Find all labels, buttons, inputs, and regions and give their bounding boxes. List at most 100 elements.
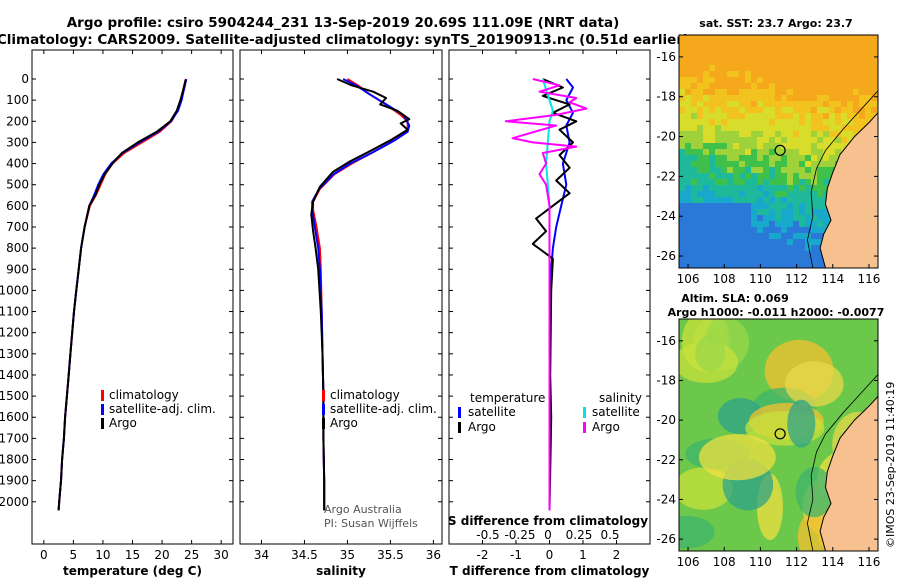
lat-tick-label: -22 — [656, 453, 676, 467]
lon-tick-label: 116 — [858, 272, 881, 286]
x-tick-label: 34.5 — [291, 548, 318, 562]
lat-tick-label: -18 — [656, 373, 676, 387]
y-tick-label: 1300 — [0, 347, 29, 361]
lat-tick-label: -20 — [656, 413, 676, 427]
legend-label: satellite — [592, 405, 640, 419]
legend-swatch — [101, 418, 104, 429]
x-tick-label: 25 — [184, 548, 199, 562]
land-mass — [819, 393, 878, 551]
y-tick-label: 400 — [6, 157, 29, 171]
legend-title: temperature — [470, 391, 545, 405]
map-frame — [678, 34, 879, 269]
top-tick-label: 0.5 — [600, 528, 619, 542]
y-tick-label: 1400 — [0, 368, 29, 382]
shelf-contour — [806, 373, 878, 551]
lon-tick-label: 106 — [677, 555, 700, 569]
x-tick-label: 5 — [70, 548, 78, 562]
legend-label: Argo — [330, 416, 358, 430]
lon-tick-label: 112 — [785, 272, 808, 286]
shelf-contour — [806, 90, 878, 268]
lat-tick-label: -26 — [656, 532, 676, 546]
x-tick-label: 1 — [579, 548, 587, 562]
x-tick-label: 35.5 — [377, 548, 404, 562]
sla-blob — [698, 434, 776, 481]
top-tick-label: -0.5 — [476, 528, 499, 542]
legend-swatch — [458, 422, 461, 433]
top-tick-label: -0.25 — [504, 528, 535, 542]
x-tick-label: 20 — [154, 548, 169, 562]
legend-label: Argo — [468, 420, 496, 434]
series-temperature-2 — [57, 79, 187, 511]
sst-field — [679, 35, 878, 268]
x-tick-label: 2 — [613, 548, 621, 562]
sst-map-title: sat. SST: 23.7 Argo: 23.7 — [699, 17, 852, 30]
legend-label: satellite-adj. clim. — [109, 402, 216, 416]
top-tick-label: 0.25 — [566, 528, 593, 542]
sla-blob — [679, 515, 715, 549]
lon-tick-label: 116 — [858, 555, 881, 569]
sla-map-title: Altim. SLA: 0.069 — [681, 292, 788, 305]
x-tick-label: 0 — [546, 548, 554, 562]
credit-note: PI: Susan Wijffels — [324, 517, 418, 530]
legend-swatch — [322, 390, 325, 401]
y-tick-label: 600 — [6, 199, 29, 213]
imos-credit: ©IMOS 23-Sep-2019 11:40:19 — [884, 382, 897, 548]
land-mass — [819, 110, 878, 268]
legend-label: Argo — [592, 420, 620, 434]
lat-tick-label: -26 — [656, 249, 676, 263]
legend-swatch — [101, 390, 104, 401]
y-tick-label: 2000 — [0, 495, 29, 509]
lat-tick-label: -16 — [656, 334, 676, 348]
y-tick-label: 1000 — [0, 283, 29, 297]
y-tick-label: 1100 — [0, 305, 29, 319]
lon-tick-label: 114 — [821, 272, 844, 286]
y-tick-label: 800 — [6, 241, 29, 255]
lon-tick-label: 114 — [821, 555, 844, 569]
sla-map-subtitle: Argo h1000: -0.011 h2000: -0.0077 — [668, 306, 885, 319]
legend-label: climatology — [109, 388, 179, 402]
legend-label: satellite — [468, 405, 516, 419]
figure-subtitle: Climatology: CARS2009. Satellite-adjuste… — [0, 32, 689, 48]
x-tick-label: 34 — [254, 548, 269, 562]
lon-tick-label: 106 — [677, 272, 700, 286]
y-tick-label: 0 — [21, 72, 29, 86]
sla-blob — [795, 466, 834, 518]
x-tick-label: -1 — [510, 548, 522, 562]
lat-tick-label: -20 — [656, 130, 676, 144]
sla-blob — [695, 334, 726, 372]
series-salinity-2 — [310, 78, 411, 511]
legend-swatch — [583, 422, 586, 433]
sla-blob — [787, 399, 816, 448]
x-axis-label: T difference from climatology — [450, 564, 650, 578]
map-frame — [678, 318, 879, 552]
y-tick-label: 1700 — [0, 431, 29, 445]
x-axis-label: temperature (deg C) — [63, 564, 202, 578]
lon-tick-label: 108 — [713, 272, 736, 286]
differences-panel: -2 -1 0 1 2 T difference from climatology temp… — [448, 49, 651, 578]
x-tick-label: 10 — [95, 548, 110, 562]
argo-position-marker — [774, 428, 786, 440]
temperature-frame — [31, 49, 234, 545]
lat-tick-label: -24 — [656, 209, 676, 223]
legend-label: Argo — [109, 416, 137, 430]
legend-swatch — [322, 418, 325, 429]
sla-blob — [784, 361, 844, 407]
legend-title: salinity — [599, 391, 642, 405]
y-tick-label: 300 — [6, 135, 29, 149]
y-tick-label: 1600 — [0, 410, 29, 424]
credit-note: Argo Australia — [324, 503, 402, 516]
top-axis-label: S difference from climatology — [448, 514, 648, 528]
x-tick-label: 35 — [340, 548, 355, 562]
y-tick-label: 900 — [6, 262, 29, 276]
x-tick-label: 36 — [426, 548, 441, 562]
x-tick-label: 0 — [40, 548, 48, 562]
x-tick-label: -2 — [477, 548, 489, 562]
x-tick-label: 30 — [214, 548, 229, 562]
x-axis-label: salinity — [316, 564, 366, 578]
legend-label: satellite-adj. clim. — [330, 402, 437, 416]
y-tick-label: 700 — [6, 220, 29, 234]
y-tick-label: 1800 — [0, 453, 29, 467]
